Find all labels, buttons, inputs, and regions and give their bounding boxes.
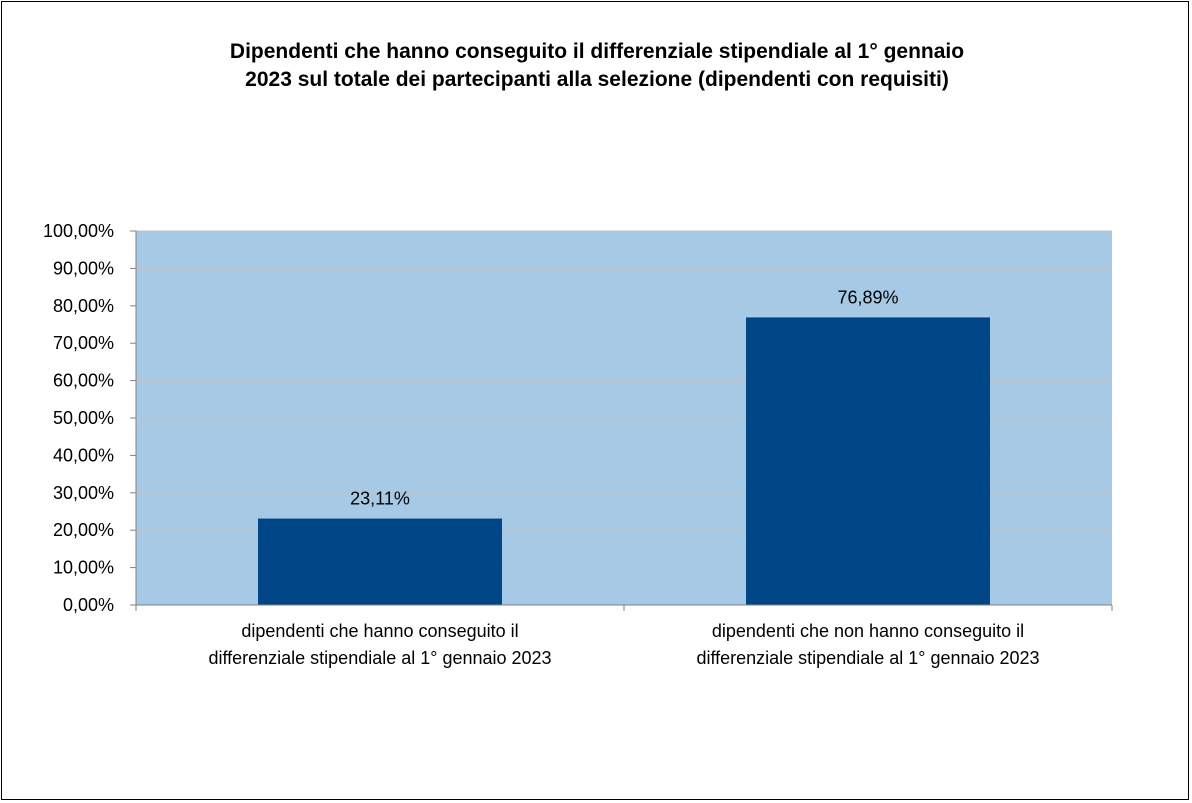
y-tick-label: 0,00% (63, 595, 114, 615)
bar (746, 317, 990, 605)
y-tick-label: 100,00% (43, 221, 114, 241)
y-tick-label: 30,00% (53, 483, 114, 503)
data-labels: 23,11% 76,89% (350, 287, 898, 508)
category-label: dipendenti che hanno conseguito il (241, 621, 518, 641)
y-tick-label: 70,00% (53, 333, 114, 353)
y-tick-label: 20,00% (53, 520, 114, 540)
y-tick-labels: 0,00% 10,00% 20,00% 30,00% 40,00% 50,00% 60,00… (43, 221, 114, 615)
chart-title-line-2: 2023 sul totale dei partecipanti alla se… (245, 68, 949, 91)
bar-value-label: 76,89% (837, 287, 898, 307)
y-tick-label: 90,00% (53, 258, 114, 278)
chart-title: Dipendenti che hanno conseguito il diffe… (42, 38, 1152, 94)
y-tick-label: 40,00% (53, 445, 114, 465)
category-label: differenziale stipendiale al 1° gennaio … (696, 648, 1039, 668)
chart-title-line-1: Dipendenti che hanno conseguito il diffe… (229, 40, 965, 63)
y-tick-label: 60,00% (53, 371, 114, 391)
bar-value-label: 23,11% (350, 489, 410, 509)
category-label: differenziale stipendiale al 1° gennaio … (208, 648, 551, 668)
y-tick-label: 10,00% (53, 558, 114, 578)
axes (130, 231, 1113, 611)
category-labels: dipendenti che hanno conseguito il differ… (208, 621, 1039, 668)
y-tick-label: 80,00% (53, 296, 114, 316)
bars (258, 317, 990, 605)
y-tick-label: 50,00% (53, 408, 114, 428)
category-label: dipendenti che non hanno conseguito il (712, 621, 1024, 641)
bar (258, 518, 502, 605)
